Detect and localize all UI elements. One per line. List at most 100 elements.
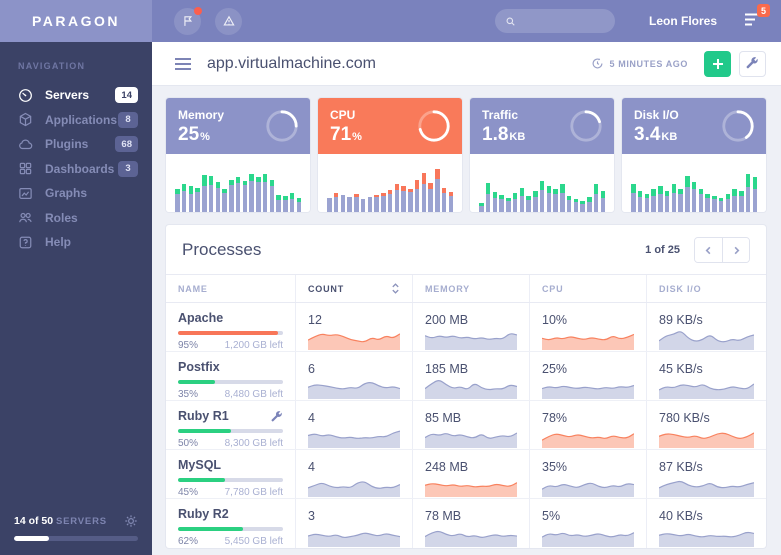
metric-cell: 40 KB/s bbox=[647, 499, 766, 548]
next-page-button[interactable] bbox=[722, 238, 749, 262]
metric-cell: 87 KB/s bbox=[647, 450, 766, 498]
sparkline bbox=[425, 324, 517, 350]
sidebar-item-servers[interactable]: Servers 14 bbox=[0, 83, 152, 108]
metric-cell: 5% bbox=[530, 499, 647, 548]
wrench-icon bbox=[746, 57, 758, 69]
metric-cell: 4 bbox=[296, 450, 413, 498]
column-header-disk-i-o[interactable]: DISK I/O bbox=[659, 283, 702, 294]
table-row-mysql[interactable]: MySQL 45% 7,780 GB left 4 248 MB 35% 87 … bbox=[166, 450, 766, 499]
metric-cell: 89 KB/s bbox=[647, 303, 766, 351]
wrench-icon[interactable] bbox=[271, 410, 283, 422]
sidebar-item-badge: 3 bbox=[118, 160, 138, 177]
metric-cell: 3 bbox=[296, 499, 413, 548]
stat-card-label: Disk I/O bbox=[634, 108, 679, 122]
search-icon bbox=[506, 17, 515, 26]
column-header-count[interactable]: COUNT bbox=[296, 275, 413, 302]
metric-cell: 85 MB bbox=[413, 401, 530, 449]
column-header-name[interactable]: NAME bbox=[166, 275, 296, 302]
metric-cell: 78 MB bbox=[413, 499, 530, 548]
sidebar-item-plugins[interactable]: Plugins 68 bbox=[0, 132, 152, 157]
stat-card-bars bbox=[622, 154, 766, 212]
last-updated[interactable]: 5 MINUTES AGO bbox=[591, 57, 688, 70]
sparkline bbox=[425, 422, 517, 448]
sidebar-item-label: Dashboards bbox=[45, 161, 115, 176]
sparkline bbox=[542, 324, 634, 350]
sparkline bbox=[659, 422, 754, 448]
chevron-left-icon bbox=[705, 246, 711, 254]
search-box[interactable] bbox=[494, 9, 615, 33]
table-row-postfix[interactable]: Postfix 35% 8,480 GB left 6 185 MB 25% 4… bbox=[166, 352, 766, 401]
metric-value: 25% bbox=[542, 362, 568, 376]
stat-card-label: Traffic bbox=[482, 108, 519, 122]
sidebar-footer: 14 of 50 SERVERS bbox=[14, 514, 138, 541]
settings-button[interactable] bbox=[739, 50, 766, 77]
sidebar-item-label: Applications bbox=[45, 112, 118, 127]
prev-page-button[interactable] bbox=[695, 238, 722, 262]
notification-count-badge: 5 bbox=[756, 4, 770, 17]
sidebar-item-applications[interactable]: Applications 8 bbox=[0, 108, 152, 133]
sparkline bbox=[425, 521, 517, 547]
stat-card-bars bbox=[166, 154, 310, 212]
metric-value: 248 MB bbox=[425, 460, 469, 474]
metric-value: 6 bbox=[308, 362, 315, 376]
sparkline bbox=[308, 521, 400, 547]
user-menu-button[interactable]: 5 bbox=[741, 4, 770, 31]
process-name: MySQL bbox=[178, 458, 222, 472]
metric-cell: 200 MB bbox=[413, 303, 530, 351]
stat-cards: Memory 25% CPU 71% Traffic 1.8KB bbox=[166, 98, 766, 212]
stat-card-value: 71% bbox=[330, 124, 362, 145]
metric-value: 3 bbox=[308, 509, 315, 523]
metric-cell: 780 KB/s bbox=[647, 401, 766, 449]
package-icon bbox=[18, 112, 33, 127]
alerts-button[interactable] bbox=[215, 7, 242, 35]
column-header-cpu[interactable]: CPU bbox=[530, 275, 647, 302]
sidebar-item-label: Graphs bbox=[45, 186, 88, 201]
sparkline bbox=[308, 324, 400, 350]
sidebar-item-label: Plugins bbox=[45, 137, 89, 152]
metric-value: 78% bbox=[542, 411, 568, 425]
gear-icon[interactable] bbox=[124, 514, 138, 528]
disk-progress bbox=[178, 380, 283, 384]
metric-value: 12 bbox=[308, 313, 322, 327]
stat-card-value: 3.4KB bbox=[634, 124, 678, 145]
metric-value: 5% bbox=[542, 509, 561, 523]
add-button[interactable] bbox=[704, 50, 731, 77]
sidebar-item-graphs[interactable]: Graphs bbox=[0, 181, 152, 206]
table-header: NAME COUNT MEMORY CPU DISK I/O bbox=[166, 274, 766, 303]
sidebar-item-help[interactable]: Help bbox=[0, 230, 152, 255]
cloud-icon bbox=[18, 137, 33, 152]
metric-cell: 248 MB bbox=[413, 450, 530, 498]
gauge-ring bbox=[266, 110, 298, 142]
chevron-right-icon bbox=[734, 246, 739, 254]
stat-card-cpu: CPU 71% bbox=[318, 98, 462, 212]
column-header-memory[interactable]: MEMORY bbox=[413, 275, 530, 302]
search-input[interactable] bbox=[521, 15, 605, 27]
sparkline bbox=[308, 471, 400, 497]
disk-left-label: 8,300 GB left bbox=[224, 438, 283, 449]
sidebar-nav: Servers 14 Applications 8 Plugins 68 Das… bbox=[0, 83, 152, 255]
table-row-ruby-r1[interactable]: Ruby R1 50% 8,300 GB left 4 85 MB 78% 78… bbox=[166, 401, 766, 450]
sparkline bbox=[542, 471, 634, 497]
pagination-label: 1 of 25 bbox=[645, 244, 680, 256]
table-row-apache[interactable]: Apache 95% 1,200 GB left 12 200 MB 10% 8… bbox=[166, 303, 766, 352]
sidebar-item-roles[interactable]: Roles bbox=[0, 206, 152, 231]
server-count-label: 14 of 50 SERVERS bbox=[14, 515, 107, 527]
metric-value: 200 MB bbox=[425, 313, 469, 327]
menu-toggle-button[interactable] bbox=[174, 57, 192, 71]
metric-value: 4 bbox=[308, 411, 315, 425]
flag-button[interactable] bbox=[174, 6, 202, 35]
metric-value: 10% bbox=[542, 313, 568, 327]
help-icon bbox=[18, 235, 33, 250]
user-name[interactable]: Leon Flores bbox=[648, 14, 717, 28]
table-row-ruby-r2[interactable]: Ruby R2 62% 5,450 GB left 3 78 MB 5% 40 … bbox=[166, 499, 766, 548]
flag-icon bbox=[183, 16, 192, 26]
disk-used-pct: 35% bbox=[178, 389, 199, 400]
sparkline bbox=[659, 324, 754, 350]
plus-icon bbox=[712, 58, 723, 69]
metric-cell: 25% bbox=[530, 352, 647, 400]
page-title: app.virtualmachine.com bbox=[207, 54, 376, 72]
metric-value: 780 KB/s bbox=[659, 411, 710, 425]
sidebar-item-dashboards[interactable]: Dashboards 3 bbox=[0, 157, 152, 182]
disk-progress bbox=[178, 331, 283, 335]
